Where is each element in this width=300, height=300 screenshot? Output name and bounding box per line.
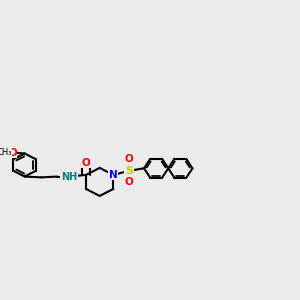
Text: O: O bbox=[125, 177, 134, 187]
Text: O: O bbox=[82, 158, 90, 167]
Text: NH: NH bbox=[61, 172, 77, 182]
Text: N: N bbox=[109, 170, 118, 180]
Text: CH₃: CH₃ bbox=[0, 148, 12, 157]
Text: O: O bbox=[8, 148, 17, 158]
Text: S: S bbox=[125, 166, 133, 176]
Text: O: O bbox=[125, 154, 134, 164]
